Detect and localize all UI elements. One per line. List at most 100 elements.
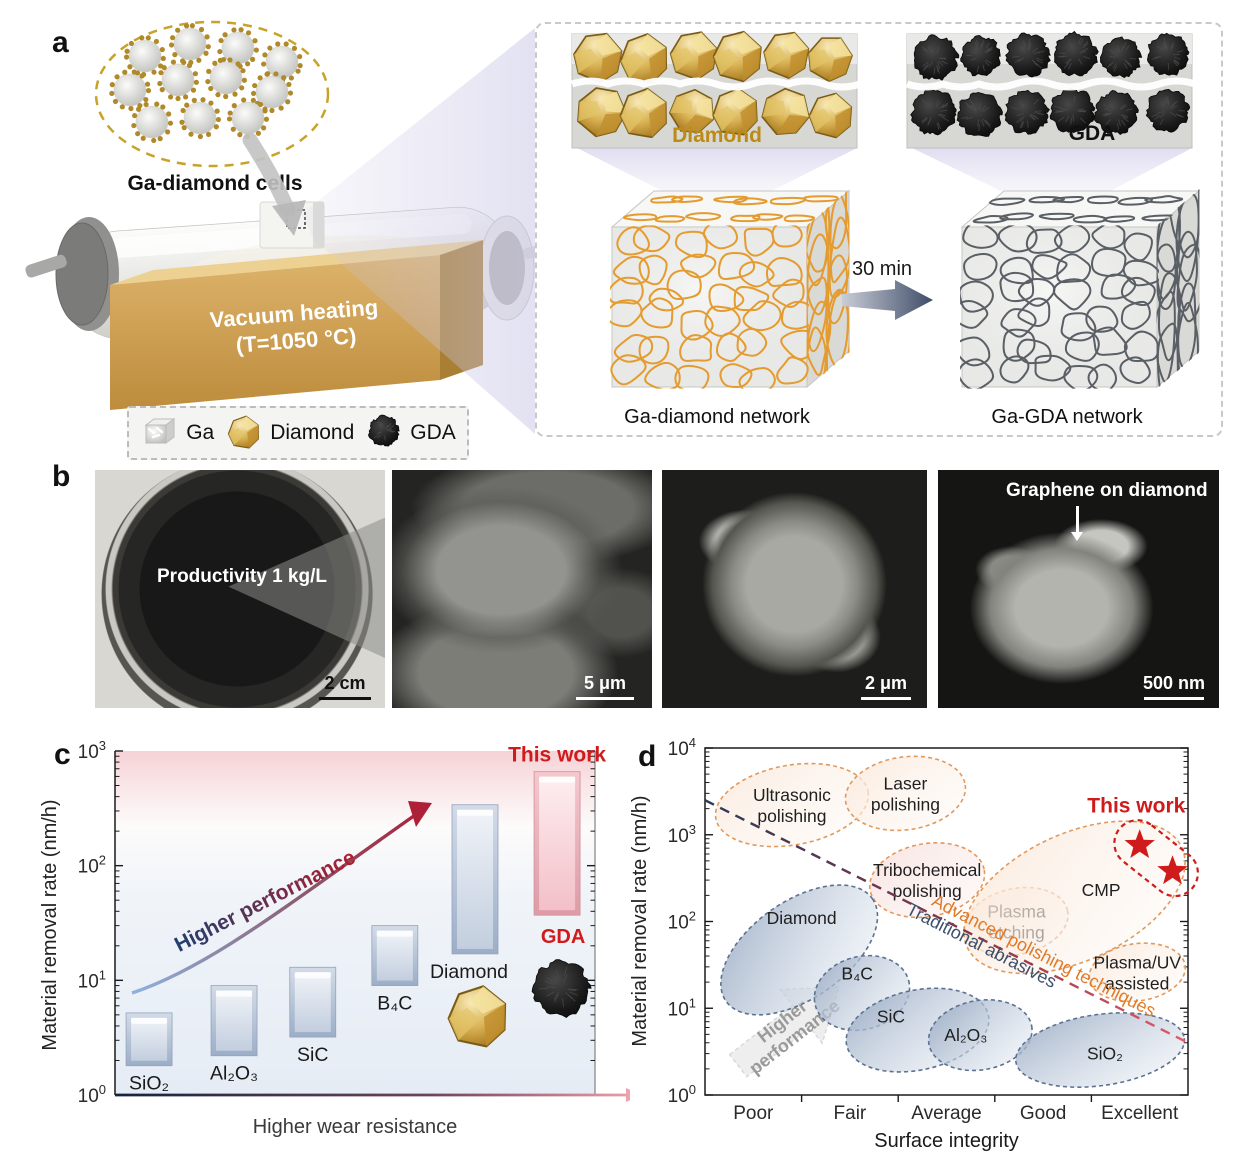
- svg-text:SiO₂: SiO₂: [1087, 1044, 1123, 1064]
- scalebar-2um-text: 2 μm: [864, 673, 908, 693]
- ga-diamond-cells-illustration: [94, 20, 330, 168]
- svg-text:102: 102: [668, 909, 696, 934]
- bar-Diamond: [451, 804, 499, 955]
- gda-grain-icon: [956, 91, 1003, 137]
- legend-label-gda: GDA: [410, 421, 456, 444]
- bar-label: Al₂O₃: [210, 1063, 258, 1085]
- sem-image-2um: 2 μm: [662, 470, 927, 708]
- gda-ball-icon: [531, 959, 592, 1018]
- gda-disk-photo: Productivity 1 kg/L 2 cm: [95, 470, 385, 708]
- svg-text:assisted: assisted: [1105, 973, 1169, 993]
- d-ylabel: Material removal rate (nm/h): [630, 795, 651, 1046]
- panel-a-letter: a: [52, 26, 69, 59]
- scalebar-2cm: 2 cm: [319, 673, 371, 700]
- this-work-capsule: [1113, 819, 1199, 898]
- scalebar-5um-text: 5 μm: [583, 673, 627, 693]
- ga-cube-icon: [140, 411, 180, 456]
- graphene-pointer-arrow: [1071, 506, 1082, 541]
- diamond-grain-icon: [668, 88, 714, 133]
- c-xlabel: Higher wear resistance: [253, 1116, 458, 1138]
- ga-diamond-network-label: Ga-diamond network: [624, 406, 810, 428]
- transformation-inset: Diamond GDA 30 min Ga-diamond network Ga…: [535, 22, 1223, 437]
- gda-grain-icon: [1145, 88, 1191, 133]
- gda-grain-icon: [910, 88, 957, 136]
- bar-label-gda: GDA: [541, 926, 585, 948]
- ga-diamond-cell: [123, 35, 166, 78]
- panel-c-letter: c: [54, 738, 71, 771]
- bar-GDA: [533, 771, 581, 916]
- d-xtick-Poor: Poor: [733, 1103, 774, 1124]
- bar-label: B₄C: [377, 993, 412, 1015]
- inset-gda-label: GDA: [1068, 122, 1116, 145]
- scalebar-500nm-text: 500 nm: [1142, 673, 1205, 693]
- c-ylabel: Material removal rate (nm/h): [40, 799, 61, 1050]
- legend-item-ga: Ga: [140, 411, 214, 456]
- svg-text:Ultrasonic: Ultrasonic: [753, 785, 831, 805]
- svg-text:polishing: polishing: [893, 881, 962, 901]
- scalebar-2cm-line: [319, 697, 371, 700]
- svg-text:101: 101: [668, 995, 696, 1020]
- svg-text:polishing: polishing: [757, 806, 826, 826]
- this-work-star-1: [1124, 829, 1155, 858]
- ga-diamond-cell: [168, 23, 211, 66]
- bar-B₄C: [371, 925, 419, 986]
- diamond-grain-icon: [669, 31, 718, 81]
- svg-text:Plasma/UV: Plasma/UV: [1094, 952, 1182, 972]
- bar-label: SiC: [297, 1044, 328, 1066]
- region-chart-surface-integrity: 100 101 102 103 104 Poor Fair Average Good Excell…: [630, 735, 1199, 1152]
- bar-SiC: [289, 966, 337, 1038]
- duration-label: 30 min: [851, 258, 913, 280]
- ga-diamond-cell: [217, 27, 259, 69]
- svg-text:100: 100: [78, 1082, 106, 1107]
- d-xtick-Average: Average: [911, 1103, 981, 1124]
- gda-ball-icon: [364, 411, 404, 456]
- legend-item-gda: GDA: [364, 411, 456, 456]
- bar-label: SiO₂: [129, 1073, 169, 1095]
- inset-diamond-label: Diamond: [672, 124, 762, 147]
- region-CMP: CMP: [963, 820, 1186, 975]
- svg-text:B₄C: B₄C: [841, 964, 872, 984]
- legend-item-diamond: Diamond: [224, 411, 354, 456]
- svg-text:Al₂O₃: Al₂O₃: [944, 1025, 987, 1045]
- ga-diamond-cell: [157, 59, 199, 102]
- svg-text:101: 101: [78, 967, 106, 992]
- d-this-work-label: This work: [1087, 795, 1185, 818]
- svg-text:103: 103: [668, 822, 696, 847]
- diamond-grain-icon: [808, 92, 853, 139]
- ga-gda-network-label: Ga-GDA network: [991, 406, 1143, 428]
- gda-grain-icon: [1146, 32, 1190, 76]
- svg-text:Tribochemical: Tribochemical: [873, 860, 981, 880]
- svg-text:SiC: SiC: [877, 1007, 905, 1027]
- this-work-star-2: [1157, 855, 1188, 885]
- gda-grain-icon: [1099, 36, 1143, 79]
- svg-text:104: 104: [668, 735, 696, 760]
- d-xtick-Excellent: Excellent: [1101, 1103, 1179, 1124]
- material-legend: Ga Diamond GDA: [127, 406, 469, 460]
- separator-line: [704, 799, 1189, 1044]
- scalebar-2um: 2 μm: [861, 673, 911, 700]
- gda-grain-icon: [913, 34, 960, 81]
- ga-diamond-cell: [179, 97, 222, 140]
- duration-arrow: [842, 280, 933, 320]
- diamond-grain-icon: [807, 37, 853, 83]
- region-Al₂O₃: Al₂O₃: [927, 998, 1033, 1072]
- scalebar-500nm: 500 nm: [1143, 673, 1205, 700]
- panel-b-letter: b: [52, 460, 71, 493]
- d-xtick-Good: Good: [1020, 1103, 1066, 1124]
- svg-text:102: 102: [78, 853, 106, 878]
- gda-grain-icon: [1053, 30, 1099, 77]
- diamond-icon: [224, 411, 264, 456]
- diamond-grain-icon: [712, 87, 758, 136]
- diamond-grain-icon: [763, 31, 810, 80]
- diamond-grain-icon: [619, 33, 668, 84]
- diamond-grain-icon: [573, 32, 623, 84]
- higher-performance-curve: [131, 811, 419, 995]
- svg-text:Diamond: Diamond: [767, 908, 837, 928]
- ga-diamond-cell: [109, 69, 152, 112]
- svg-text:CMP: CMP: [1082, 880, 1121, 900]
- diamond-grain-icon: [761, 87, 810, 135]
